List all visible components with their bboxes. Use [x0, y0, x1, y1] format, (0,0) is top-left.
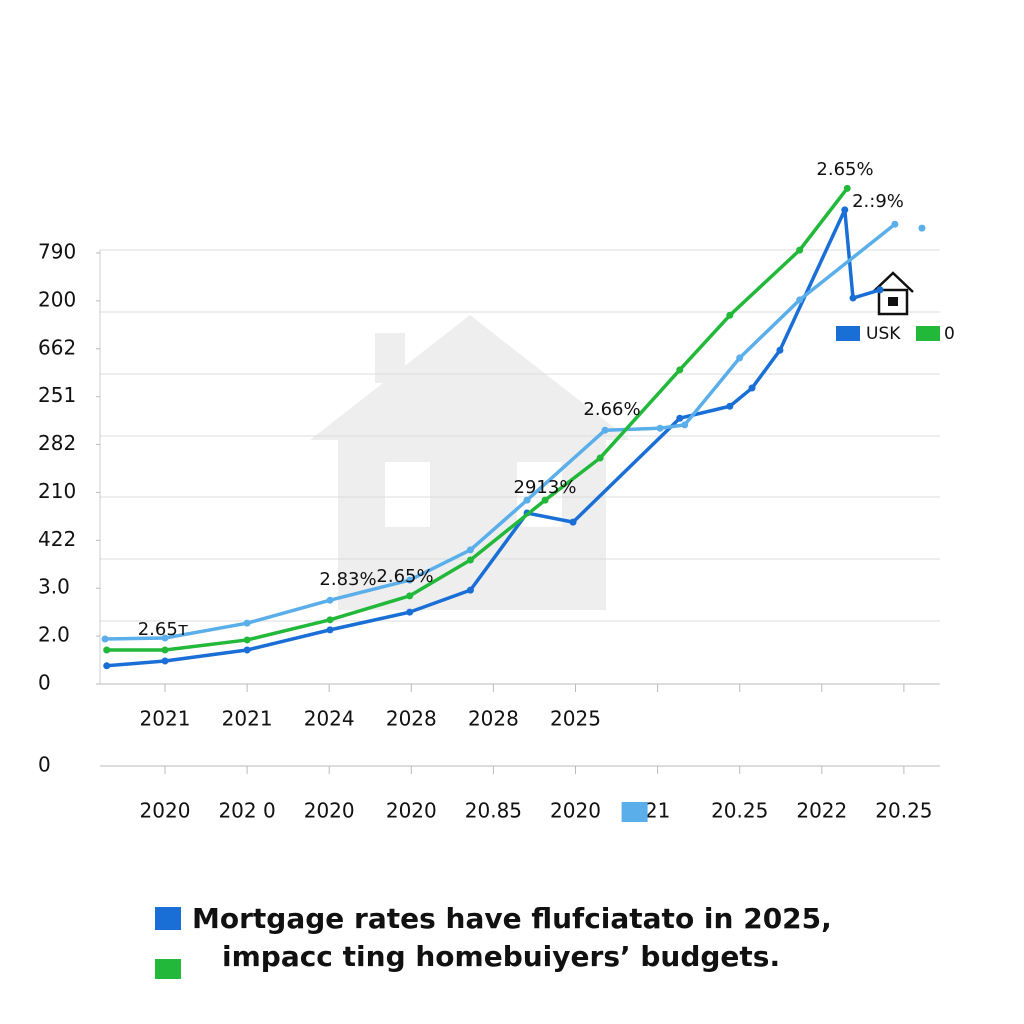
point: [601, 426, 609, 434]
x-tick-label: 2021: [222, 707, 273, 731]
point: [891, 220, 899, 228]
x2-tick-label: 20.25: [875, 799, 932, 823]
point: [796, 246, 804, 254]
point: [523, 496, 531, 504]
x2-tick-label: 202 0: [218, 799, 275, 823]
point: [243, 646, 251, 654]
point: [541, 496, 549, 504]
y-tick-label: 3.0: [38, 575, 70, 599]
y-tick-label: 2.0: [38, 623, 70, 647]
series-line: [106, 187, 849, 652]
caption-swatch: [155, 959, 181, 979]
legend-swatch: [916, 326, 940, 341]
point: [656, 424, 664, 432]
caption: Mortgage rates have flufciatato in 2025,: [192, 902, 832, 935]
y-tick-label: 200: [38, 287, 76, 311]
point: [596, 454, 604, 462]
point: [243, 636, 251, 644]
x2-tick-label: 20.85: [465, 799, 522, 823]
point: [676, 366, 684, 374]
legend-swatch: [836, 326, 860, 341]
y-tick-label: 251: [38, 383, 76, 407]
point: [326, 616, 334, 624]
point: [681, 421, 689, 429]
y-tick-label: 790: [38, 240, 76, 264]
point: [748, 384, 756, 392]
point: [103, 646, 111, 654]
point: [918, 224, 926, 232]
annotation: 2.83%: [319, 569, 376, 590]
annotation: 2913%: [514, 477, 577, 498]
point: [101, 635, 109, 643]
point: [776, 346, 784, 354]
point: [841, 206, 849, 214]
point: [726, 311, 734, 319]
point: [326, 626, 334, 634]
legend-label: USK: [866, 324, 901, 344]
caption: impacc ting homebuiyers’ budgets.: [222, 940, 780, 973]
point: [796, 296, 804, 304]
grid: [100, 249, 940, 622]
point: [243, 619, 251, 627]
y-tick-label: 662: [38, 335, 76, 359]
point: [843, 184, 851, 192]
house-watermark: [310, 315, 630, 610]
x2-tick-label: 21: [645, 799, 670, 823]
point: [849, 294, 857, 302]
y-tick-label: 422: [38, 527, 76, 551]
y-tick-label: 0: [38, 671, 51, 695]
point: [736, 354, 744, 362]
x2-tick-label: 2020: [304, 799, 355, 823]
annotation: 2.65т: [138, 619, 189, 640]
point: [876, 286, 884, 294]
point: [466, 586, 474, 594]
point: [161, 657, 169, 665]
point: [326, 596, 334, 604]
annotation: 2.65%: [816, 159, 873, 180]
x-tick-label: 2028: [386, 707, 437, 731]
point: [726, 402, 734, 410]
house-icon: [872, 271, 914, 316]
point: [569, 518, 577, 526]
point: [466, 556, 474, 564]
y-tick-label: 282: [38, 431, 76, 455]
x-tick-label: 2024: [304, 707, 355, 731]
x2-tick-label: 2020: [550, 799, 601, 823]
x2-tick-label: 2022: [796, 799, 847, 823]
point: [406, 576, 414, 584]
legend-label: 0: [944, 324, 955, 344]
x2-tick-label: 20.25: [711, 799, 768, 823]
point: [161, 634, 169, 642]
point: [466, 546, 474, 554]
x2-tick-label: 2020: [140, 799, 191, 823]
annotation: 2.:9%: [852, 191, 904, 212]
caption-swatch: [155, 907, 181, 930]
point: [406, 592, 414, 600]
x-tick-label: 2028: [468, 707, 519, 731]
point: [406, 608, 414, 616]
annotation: 2.65%: [376, 566, 433, 587]
x2-tick-label: 2020: [386, 799, 437, 823]
y-tick-label: 210: [38, 479, 76, 503]
point: [103, 662, 111, 670]
x-tick-label: 2021: [140, 707, 191, 731]
point: [676, 414, 684, 422]
point: [161, 646, 169, 654]
legend-swatch: [621, 802, 648, 822]
x-tick-label: 2025: [550, 707, 601, 731]
annotation: 2.66%: [583, 399, 640, 420]
axis2-tick-label: 0: [38, 753, 51, 777]
